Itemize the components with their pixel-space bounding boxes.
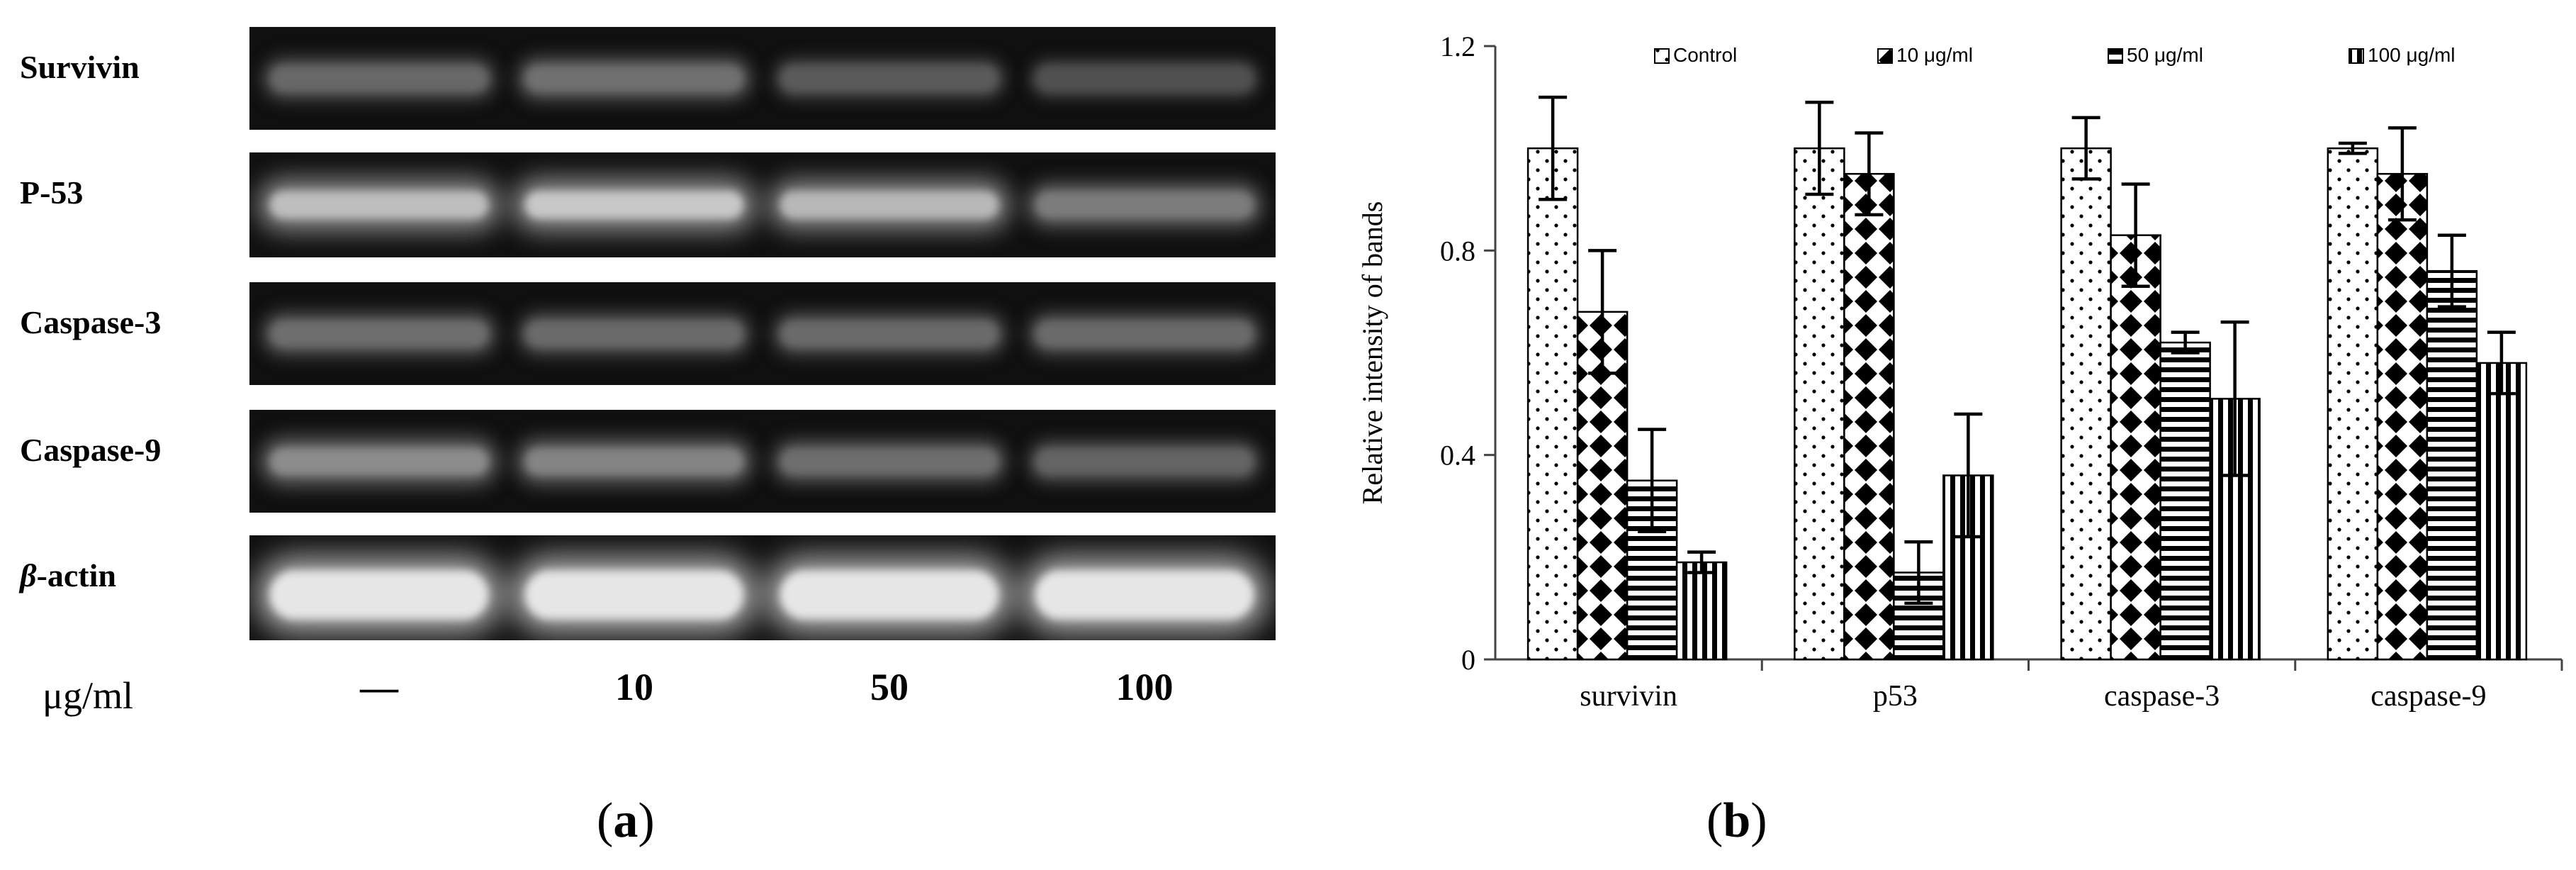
bar — [2426, 269, 2478, 661]
y-tick-label: 1.2 — [1440, 30, 1475, 62]
gel-panel: Survivin P-53 Caspase-3 Caspase-9 β-actin μg… — [0, 0, 1276, 866]
legend-label: 10 μg/ml — [1896, 44, 1973, 66]
gel-strip-3 — [249, 282, 1276, 385]
gel-band — [780, 191, 999, 219]
gel-row-label-2: P-53 — [20, 174, 84, 211]
x-tick-label: survivin — [1580, 680, 1677, 713]
y-tick-label: 0.8 — [1440, 235, 1475, 267]
gel-strip-4 — [249, 410, 1276, 513]
gel-band — [780, 570, 999, 620]
gel-band — [269, 570, 489, 620]
dose-unit-label: μg/ml — [43, 674, 133, 717]
gel-row-label-4: Caspase-9 — [20, 432, 162, 468]
panel-a-caption: (a) — [597, 793, 655, 848]
x-tick-label: caspase-3 — [2104, 680, 2220, 713]
bar — [2060, 147, 2112, 661]
bar — [2159, 341, 2211, 661]
bar — [1526, 147, 1579, 661]
bar — [2327, 147, 2379, 661]
y-tick-label: 0.4 — [1440, 440, 1475, 472]
gel-band — [269, 447, 489, 476]
bar — [1675, 561, 1728, 661]
gel-band — [1035, 570, 1254, 620]
bar — [2376, 172, 2429, 661]
y-tick-label: 0 — [1461, 644, 1475, 676]
gel-row-label-1: Survivin — [20, 49, 140, 85]
gel-strip-2 — [249, 152, 1276, 257]
bar-chart: 0 0.4 0.8 1.2 Relative intensity of bands sur… — [1356, 30, 2563, 713]
gel-band — [1035, 447, 1254, 476]
legend-swatch — [2108, 48, 2123, 64]
gel-row-label-5: β-actin — [20, 557, 116, 594]
gel-band — [524, 447, 744, 476]
legend-swatch — [1877, 48, 1893, 64]
gel-row-label-3: Caspase-3 — [20, 304, 162, 340]
legend-swatch — [2349, 48, 2364, 64]
bar-chart-panel: 0 0.4 0.8 1.2 Relative intensity of bands sur… — [1276, 0, 2576, 866]
dose-label-10: 10 — [615, 666, 653, 708]
bar — [2110, 234, 2161, 661]
dose-label-50: 50 — [870, 666, 909, 708]
panel-b-caption: (b) — [1706, 793, 1767, 848]
dose-label-100: 100 — [1115, 666, 1174, 708]
chart-labels: 0 0.4 0.8 1.2 Relative intensity of bands sur… — [1356, 30, 2487, 713]
gel-band — [269, 64, 489, 93]
gel-strip-5 — [249, 535, 1276, 640]
chart-bars — [1526, 147, 2528, 661]
chart-error-bars — [1539, 95, 2516, 605]
x-tick-label: p53 — [1873, 680, 1918, 713]
panel-a-letter: a — [613, 793, 639, 848]
y-axis-label: Relative intensity of bands — [1356, 201, 1388, 505]
gel-band — [524, 570, 744, 620]
legend-label: 50 μg/ml — [2127, 44, 2203, 66]
gel-band — [269, 319, 489, 348]
chart-legend: Control 10 μg/ml 50 μg/ml 100 μg/ml — [1654, 44, 2456, 66]
dose-label-control: — — [360, 666, 398, 708]
gel-row-label-rest: -actin — [36, 557, 116, 593]
gel-band — [524, 191, 744, 219]
legend-swatch — [1654, 48, 1670, 64]
gel-band — [780, 64, 999, 93]
bar — [2475, 362, 2528, 661]
gel-band — [780, 319, 999, 348]
legend-label: 100 μg/ml — [2368, 44, 2456, 66]
gel-band — [1035, 191, 1254, 219]
gel-band — [524, 64, 744, 93]
gel-band — [524, 319, 744, 348]
gel-band — [269, 191, 489, 219]
gel-strip-1 — [249, 27, 1276, 130]
gel-band — [780, 447, 999, 476]
bar — [1843, 172, 1895, 661]
gel-band — [1035, 64, 1254, 93]
gel-band — [1035, 319, 1254, 348]
bar — [1794, 147, 1845, 661]
legend-label: Control — [1673, 44, 1737, 66]
panel-b-letter: b — [1723, 793, 1751, 848]
x-tick-label: caspase-9 — [2370, 680, 2486, 713]
gel-row-label-greek: β — [20, 557, 37, 593]
